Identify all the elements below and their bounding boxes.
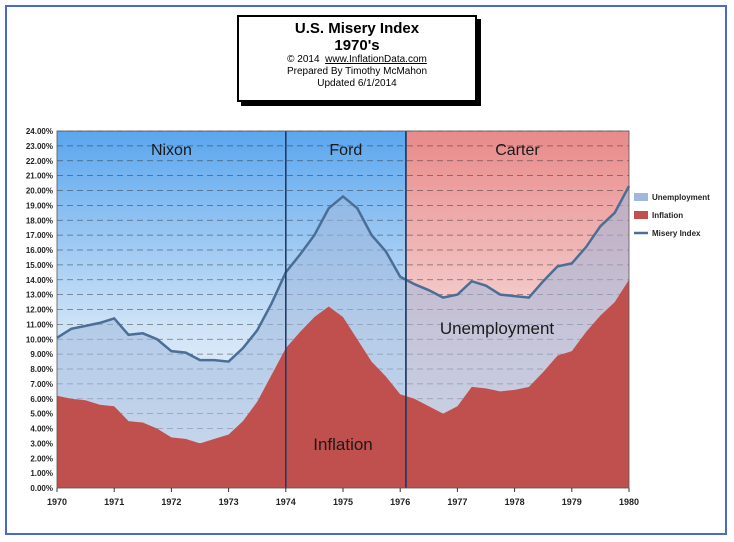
x-tick-label: 1970	[47, 497, 67, 507]
y-tick-label: 3.00%	[30, 439, 53, 448]
updated-date: Updated 6/1/2014	[317, 78, 397, 89]
y-tick-label: 7.00%	[30, 380, 53, 389]
chart-subtitle: 1970's	[334, 37, 380, 54]
y-tick-label: 17.00%	[26, 231, 53, 240]
era-label-carter: Carter	[495, 142, 540, 159]
chart-frame	[5, 5, 727, 535]
y-tick-label: 4.00%	[30, 425, 53, 434]
unemployment-area	[57, 186, 629, 444]
source-link[interactable]: www.InflationData.com	[325, 54, 427, 65]
misery-index-line	[56, 185, 631, 363]
y-tick-label: 15.00%	[26, 261, 53, 270]
x-tick-label: 1979	[562, 497, 582, 507]
y-tick-label: 2.00%	[30, 454, 53, 463]
y-tick-label: 8.00%	[30, 365, 53, 374]
y-tick-label: 1.00%	[30, 469, 53, 478]
y-tick-label: 11.00%	[26, 320, 53, 329]
x-tick-label: 1975	[333, 497, 353, 507]
y-tick-label: 0.00%	[30, 484, 53, 493]
y-tick-label: 16.00%	[26, 246, 53, 255]
x-tick-label: 1974	[276, 497, 296, 507]
chart-title-box: U.S. Misery Index 1970's © 2014 www.Infl…	[237, 15, 477, 102]
y-tick-label: 24.00%	[26, 127, 53, 136]
y-tick-label: 10.00%	[26, 335, 53, 344]
y-tick-label: 5.00%	[30, 410, 53, 419]
era-label-ford: Ford	[329, 142, 362, 159]
copyright-line: © 2014 www.InflationData.com	[239, 54, 475, 66]
prepared-by: Prepared By Timothy McMahon	[286, 66, 428, 77]
era-label-nixon: Nixon	[151, 142, 192, 159]
annotation-inflation: Inflation	[313, 435, 373, 454]
inflation-area	[57, 279, 629, 488]
x-tick-label: 1980	[619, 497, 639, 507]
y-tick-label: 18.00%	[26, 216, 53, 225]
chart-title: U.S. Misery Index	[294, 20, 420, 37]
y-tick-label: 6.00%	[30, 395, 53, 404]
legend-label-unemployment: Unemployment	[652, 193, 710, 202]
y-tick-label: 12.00%	[26, 306, 53, 315]
annotation-unemployment: Unemployment	[440, 319, 555, 338]
legend-label-misery-index: Misery Index	[652, 229, 701, 238]
y-tick-label: 22.00%	[26, 157, 53, 166]
y-tick-label: 14.00%	[26, 276, 53, 285]
x-tick-label: 1976	[390, 497, 410, 507]
y-tick-label: 19.00%	[26, 201, 53, 210]
legend-swatch-inflation	[634, 211, 648, 219]
y-tick-label: 21.00%	[26, 172, 53, 181]
y-tick-label: 23.00%	[26, 142, 53, 151]
x-tick-label: 1978	[505, 497, 525, 507]
x-tick-label: 1973	[219, 497, 239, 507]
y-tick-label: 13.00%	[26, 291, 53, 300]
legend-swatch-unemployment	[634, 193, 648, 201]
legend-label-inflation: Inflation	[652, 211, 683, 220]
y-tick-label: 20.00%	[26, 187, 53, 196]
y-tick-label: 9.00%	[30, 350, 53, 359]
x-tick-label: 1971	[104, 497, 124, 507]
x-tick-label: 1972	[161, 497, 181, 507]
x-tick-label: 1977	[447, 497, 467, 507]
copyright-text: © 2014	[287, 54, 320, 65]
